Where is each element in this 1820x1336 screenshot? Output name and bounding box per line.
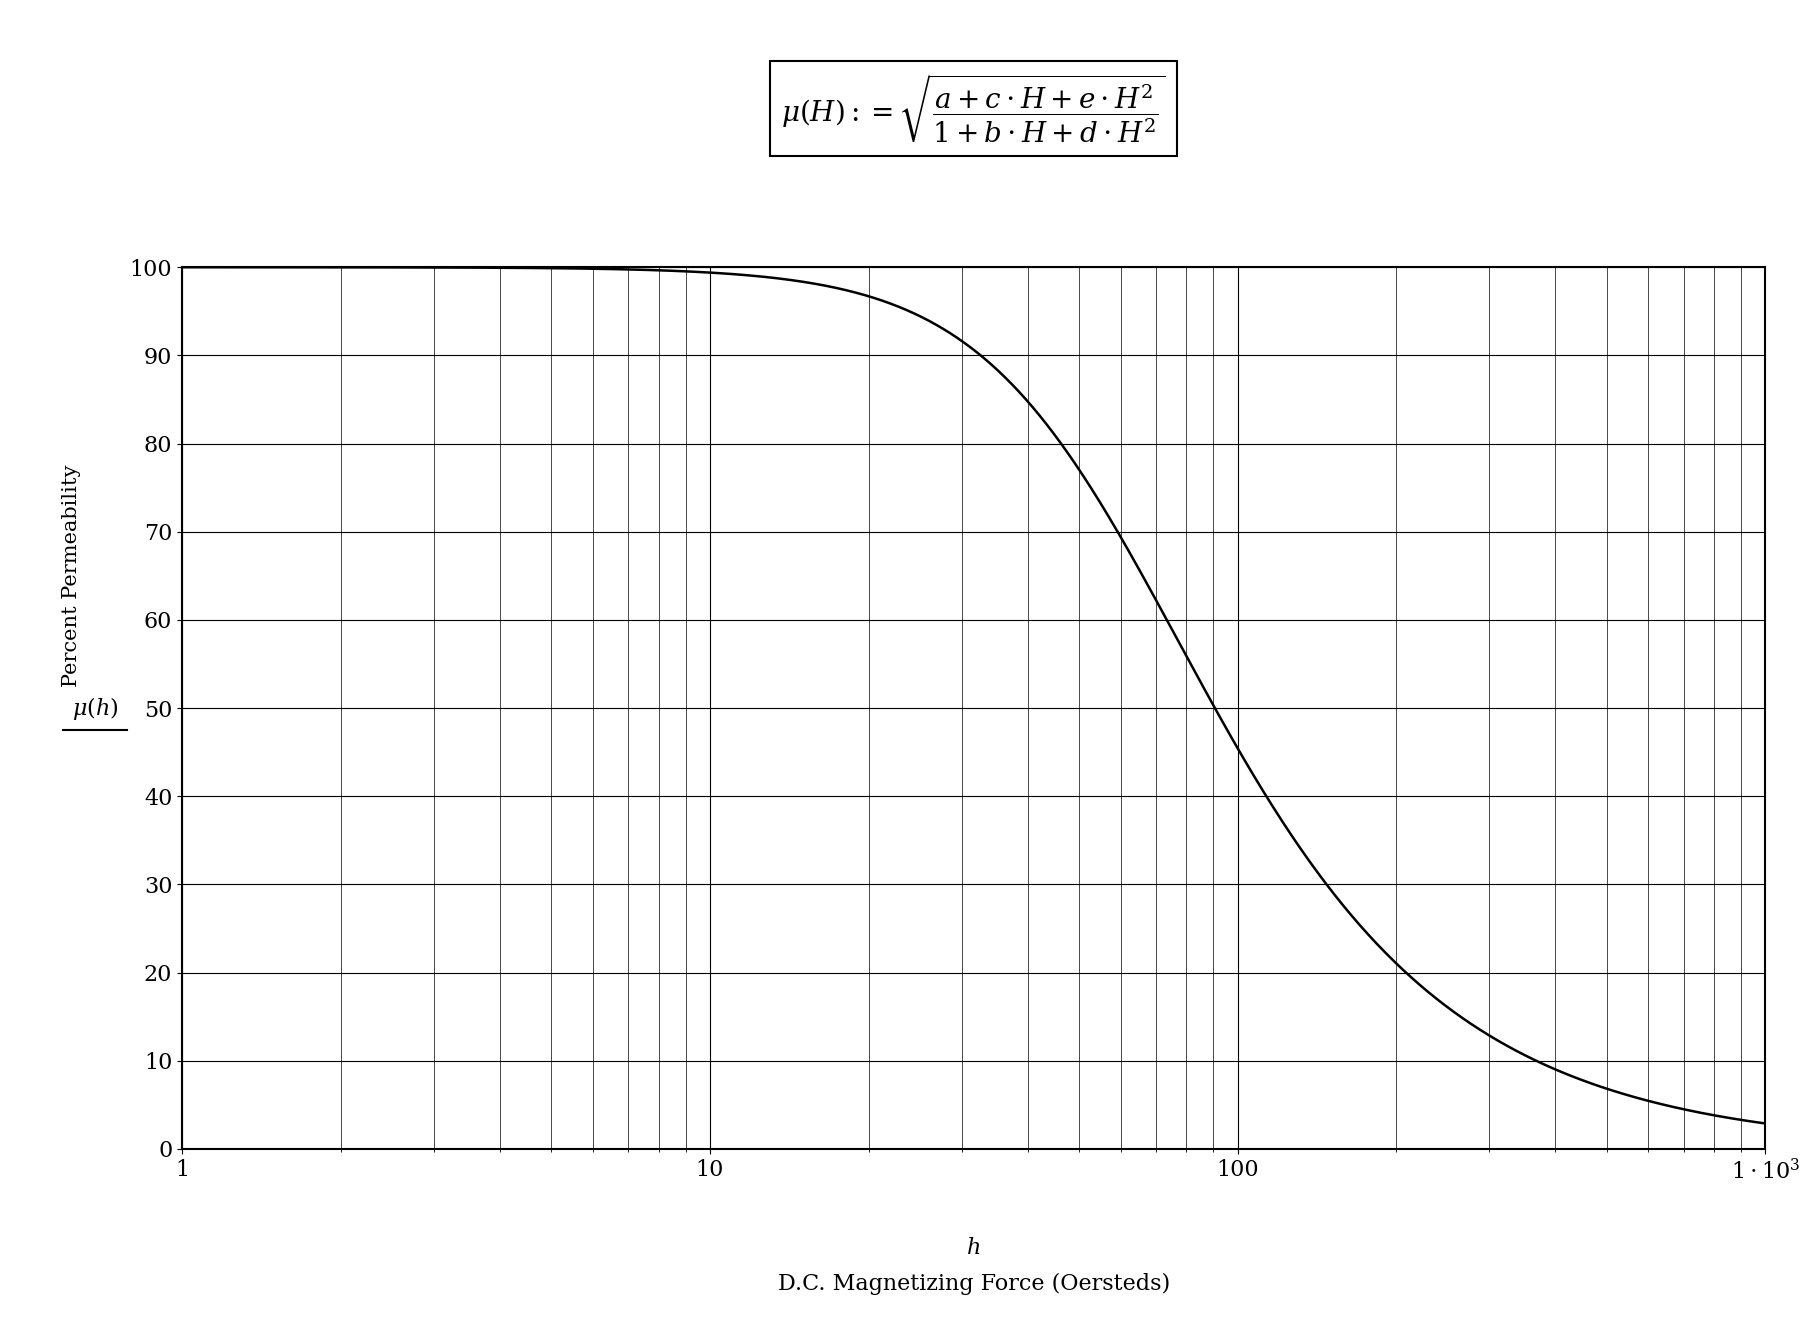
Text: h: h bbox=[966, 1237, 981, 1259]
Text: $\mu(H) := \sqrt{\dfrac{a + c \cdot H + e \cdot H^2}{1 + b \cdot H + d \cdot H^2: $\mu(H) := \sqrt{\dfrac{a + c \cdot H + … bbox=[781, 72, 1167, 146]
Text: D.C. Magnetizing Force (Oersteds): D.C. Magnetizing Force (Oersteds) bbox=[777, 1272, 1170, 1295]
Text: $\mu(h)$: $\mu(h)$ bbox=[71, 695, 118, 721]
Text: Percent Permeability: Percent Permeability bbox=[62, 465, 80, 687]
